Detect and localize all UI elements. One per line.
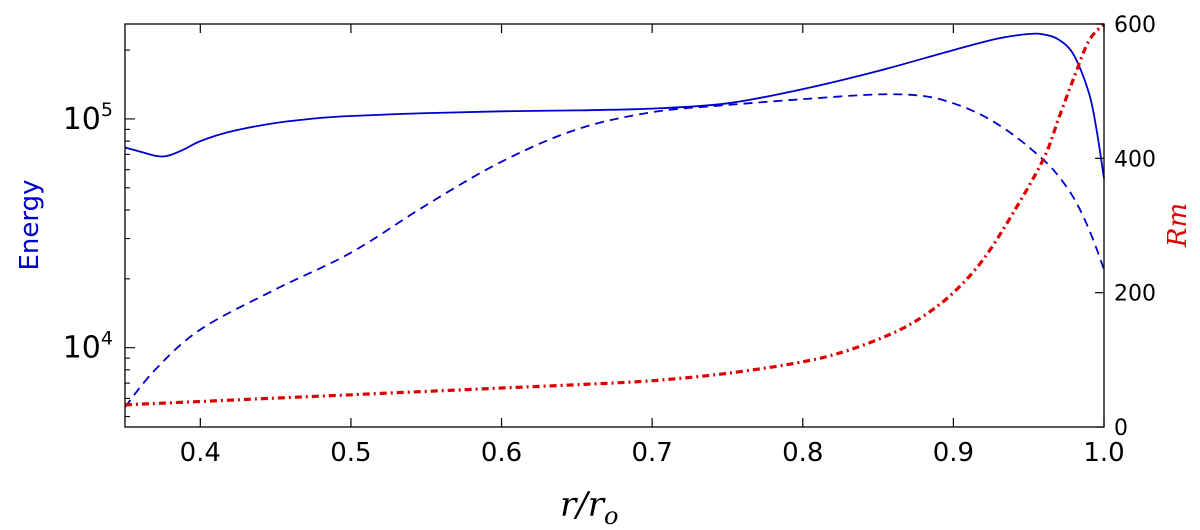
- series-energy-solid: [124, 32, 1105, 179]
- x-axis-title-main: r/r: [560, 485, 606, 525]
- y-axis-left-title: Energy: [15, 179, 45, 270]
- x-axis-title-sub: o: [604, 502, 618, 530]
- x-tick-label: 0.4: [180, 438, 221, 468]
- x-tick-label: 0.8: [782, 438, 823, 468]
- x-tick-label: 0.6: [481, 438, 522, 468]
- y-right-tick-label: 600: [1114, 13, 1156, 38]
- y-axis-right: 0 200 400 600: [1095, 13, 1156, 441]
- y-axis-left: 104 105: [63, 49, 135, 418]
- x-tick-label: 0.7: [631, 438, 672, 468]
- x-axis-title: r/ro: [560, 485, 618, 530]
- y-left-tick-label: 104: [63, 328, 113, 366]
- y-right-tick-label: 0: [1114, 416, 1128, 441]
- y-left-tick-label: 105: [63, 99, 113, 137]
- series-energy-dashed: [124, 93, 1105, 408]
- x-tick-label: 0.5: [330, 438, 371, 468]
- plot-lines: [124, 22, 1106, 408]
- plot-frame: [124, 23, 1105, 428]
- y-right-tick-label: 200: [1114, 282, 1156, 307]
- x-tick-label: 1.0: [1083, 438, 1124, 468]
- series-rm-dashdot: [124, 22, 1106, 407]
- y-right-tick-label: 400: [1114, 147, 1156, 172]
- y-axis-right-title: Rm: [1163, 203, 1193, 248]
- x-tick-label: 0.9: [933, 438, 974, 468]
- x-axis: 0.4 0.5 0.6 0.7 0.8 0.9 1.0: [180, 24, 1125, 468]
